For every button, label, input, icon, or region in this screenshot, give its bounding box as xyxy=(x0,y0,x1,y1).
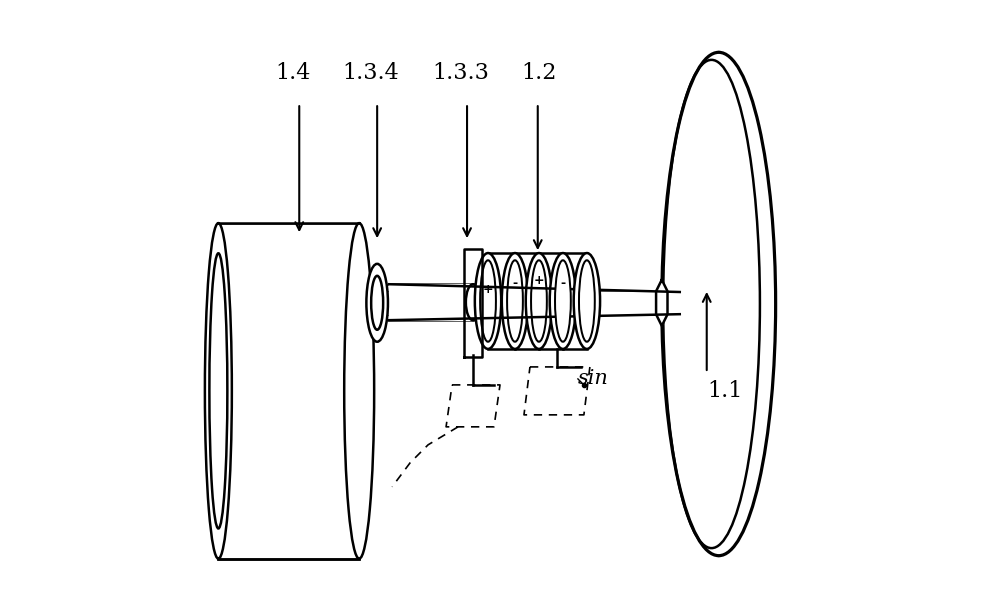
Ellipse shape xyxy=(344,223,374,559)
Text: -: - xyxy=(512,276,518,290)
FancyBboxPatch shape xyxy=(218,223,359,559)
Text: 1.3.3: 1.3.3 xyxy=(433,62,489,84)
Ellipse shape xyxy=(475,253,501,349)
Ellipse shape xyxy=(579,260,595,342)
Ellipse shape xyxy=(507,260,523,342)
Ellipse shape xyxy=(526,253,552,349)
Text: sin: sin xyxy=(577,370,608,388)
Ellipse shape xyxy=(550,253,576,349)
Text: 1.1: 1.1 xyxy=(707,380,742,402)
Ellipse shape xyxy=(574,253,600,349)
Ellipse shape xyxy=(662,52,776,556)
Ellipse shape xyxy=(531,260,547,342)
Text: -: - xyxy=(560,276,565,290)
Ellipse shape xyxy=(555,260,571,342)
Ellipse shape xyxy=(502,253,528,349)
Ellipse shape xyxy=(366,264,388,342)
Text: +: + xyxy=(534,273,544,287)
Ellipse shape xyxy=(480,260,496,342)
Text: 1.3.4: 1.3.4 xyxy=(343,62,400,84)
Ellipse shape xyxy=(466,284,480,320)
Text: 1.2: 1.2 xyxy=(521,62,557,84)
Polygon shape xyxy=(656,280,667,326)
Text: +: + xyxy=(483,282,493,296)
Text: 1.4: 1.4 xyxy=(276,62,311,84)
Ellipse shape xyxy=(209,253,227,529)
Ellipse shape xyxy=(371,276,383,330)
Ellipse shape xyxy=(205,223,232,559)
